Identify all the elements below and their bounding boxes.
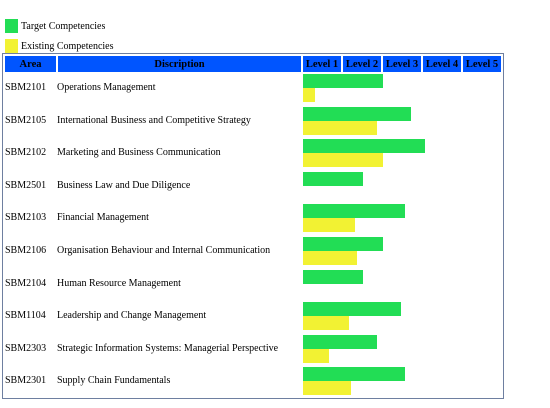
legend-swatch-existing — [5, 39, 18, 53]
row-code-sbm2102: SBM2102 — [5, 147, 47, 159]
header-description: Discription — [58, 56, 301, 72]
legend-label-target: Target Competencies — [21, 20, 106, 32]
target-bar-sbm2501 — [303, 171, 363, 186]
row-code-sbm2501: SBM2501 — [5, 179, 47, 191]
header-level-3: Level 3 — [383, 56, 421, 72]
existing-bar-sbm2101 — [303, 88, 315, 102]
row-code-sbm2105: SBM2105 — [5, 114, 47, 126]
row-description-sbm2103: Financial Management — [57, 212, 149, 224]
target-bar-sbm2101 — [303, 74, 383, 88]
row-code-sbm2303: SBM2303 — [5, 342, 47, 354]
existing-bar-sbm1104 — [303, 316, 349, 331]
target-bar-sbm2301 — [303, 367, 405, 382]
competency-chart: Area Discription Level 1 Level 2 Level 3… — [2, 53, 504, 399]
row-description-sbm1104: Leadership and Change Management — [57, 310, 207, 322]
row-code-sbm2104: SBM2104 — [5, 277, 47, 289]
row-code-sbm2106: SBM2106 — [5, 245, 47, 256]
header-level-5: Level 5 — [463, 56, 501, 72]
legend-item-target: Target Competencies — [5, 17, 114, 35]
legend: Target Competencies Existing Competencie… — [5, 17, 114, 57]
target-bar-sbm1104 — [303, 302, 401, 317]
row-description-sbm2104: Human Resource Management — [57, 277, 181, 289]
existing-bar-sbm2303 — [303, 348, 329, 363]
row-description-sbm2501: Business Law and Due Diligence — [57, 179, 191, 191]
header-area: Area — [5, 56, 56, 72]
existing-bar-sbm2105 — [303, 120, 377, 135]
row-description-sbm2301: Supply Chain Fundamentals — [57, 375, 171, 387]
legend-item-existing: Existing Competencies — [5, 37, 114, 55]
row-description-sbm2101: Operations Management — [57, 82, 156, 93]
existing-bar-sbm2102 — [303, 153, 383, 168]
legend-label-existing: Existing Competencies — [21, 40, 114, 52]
row-description-sbm2105: International Business and Competitive S… — [57, 114, 251, 126]
row-description-sbm2102: Marketing and Business Communication — [57, 147, 221, 159]
target-bar-sbm2103 — [303, 204, 405, 219]
legend-swatch-target — [5, 19, 18, 33]
header-level-2: Level 2 — [343, 56, 381, 72]
row-code-sbm2101: SBM2101 — [5, 82, 47, 93]
existing-bar-sbm2301 — [303, 381, 351, 396]
target-bar-sbm2106 — [303, 237, 383, 251]
target-bar-sbm2105 — [303, 106, 411, 121]
existing-bar-sbm2103 — [303, 218, 355, 233]
target-bar-sbm2104 — [303, 269, 363, 284]
header-level-1: Level 1 — [303, 56, 341, 72]
row-code-sbm2301: SBM2301 — [5, 375, 47, 387]
row-code-sbm2103: SBM2103 — [5, 212, 47, 224]
row-code-sbm1104: SBM1104 — [5, 310, 46, 322]
existing-bar-sbm2106 — [303, 251, 357, 265]
target-bar-sbm2102 — [303, 139, 425, 154]
row-description-sbm2106: Organisation Behaviour and Internal Comm… — [57, 245, 271, 256]
target-bar-sbm2303 — [303, 334, 377, 349]
header-level-4: Level 4 — [423, 56, 461, 72]
row-description-sbm2303: Strategic Information Systems: Manageria… — [57, 342, 279, 354]
